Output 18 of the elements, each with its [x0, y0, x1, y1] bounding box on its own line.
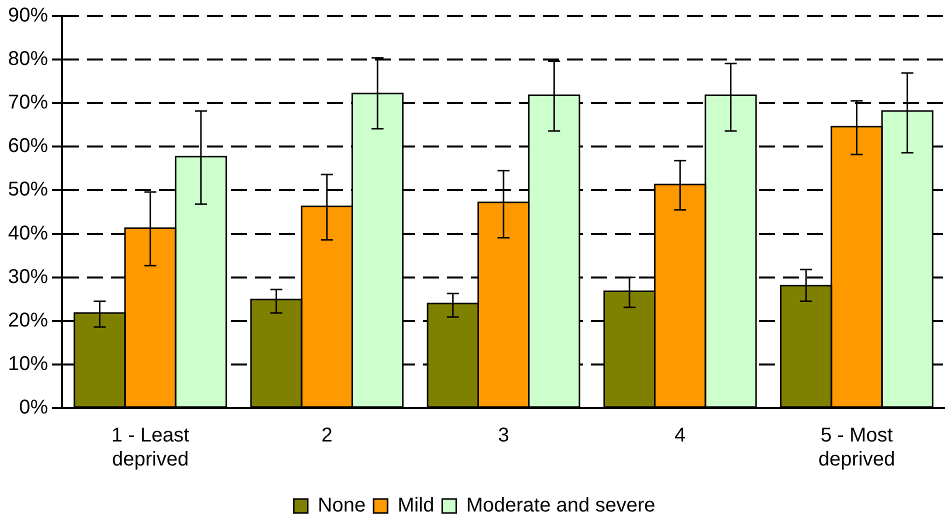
y-tick-label: 70%	[8, 92, 48, 114]
y-tick-label: 10%	[8, 352, 48, 375]
y-tick-label: 40%	[8, 222, 48, 244]
legend-label: Mild	[398, 494, 434, 517]
y-tick-label: 0%	[19, 396, 48, 419]
y-tick-label: 60%	[8, 135, 48, 158]
y-tick-label: 50%	[8, 178, 48, 201]
x-tick-label: 1 - Least deprived	[111, 424, 190, 471]
legend-label: Moderate and severe	[466, 494, 656, 517]
y-tick-label: 20%	[8, 309, 48, 332]
x-tick-label: 2	[321, 424, 332, 447]
x-tick-label: 5 - Most deprived	[818, 424, 896, 471]
y-tick-label: 80%	[8, 48, 48, 70]
x-tick-label: 3	[498, 424, 510, 447]
y-tick-label: 30%	[8, 266, 48, 288]
x-tick-label: 4	[674, 424, 686, 447]
y-tick-label: 90%	[8, 4, 48, 27]
legend-label: None	[318, 494, 366, 517]
